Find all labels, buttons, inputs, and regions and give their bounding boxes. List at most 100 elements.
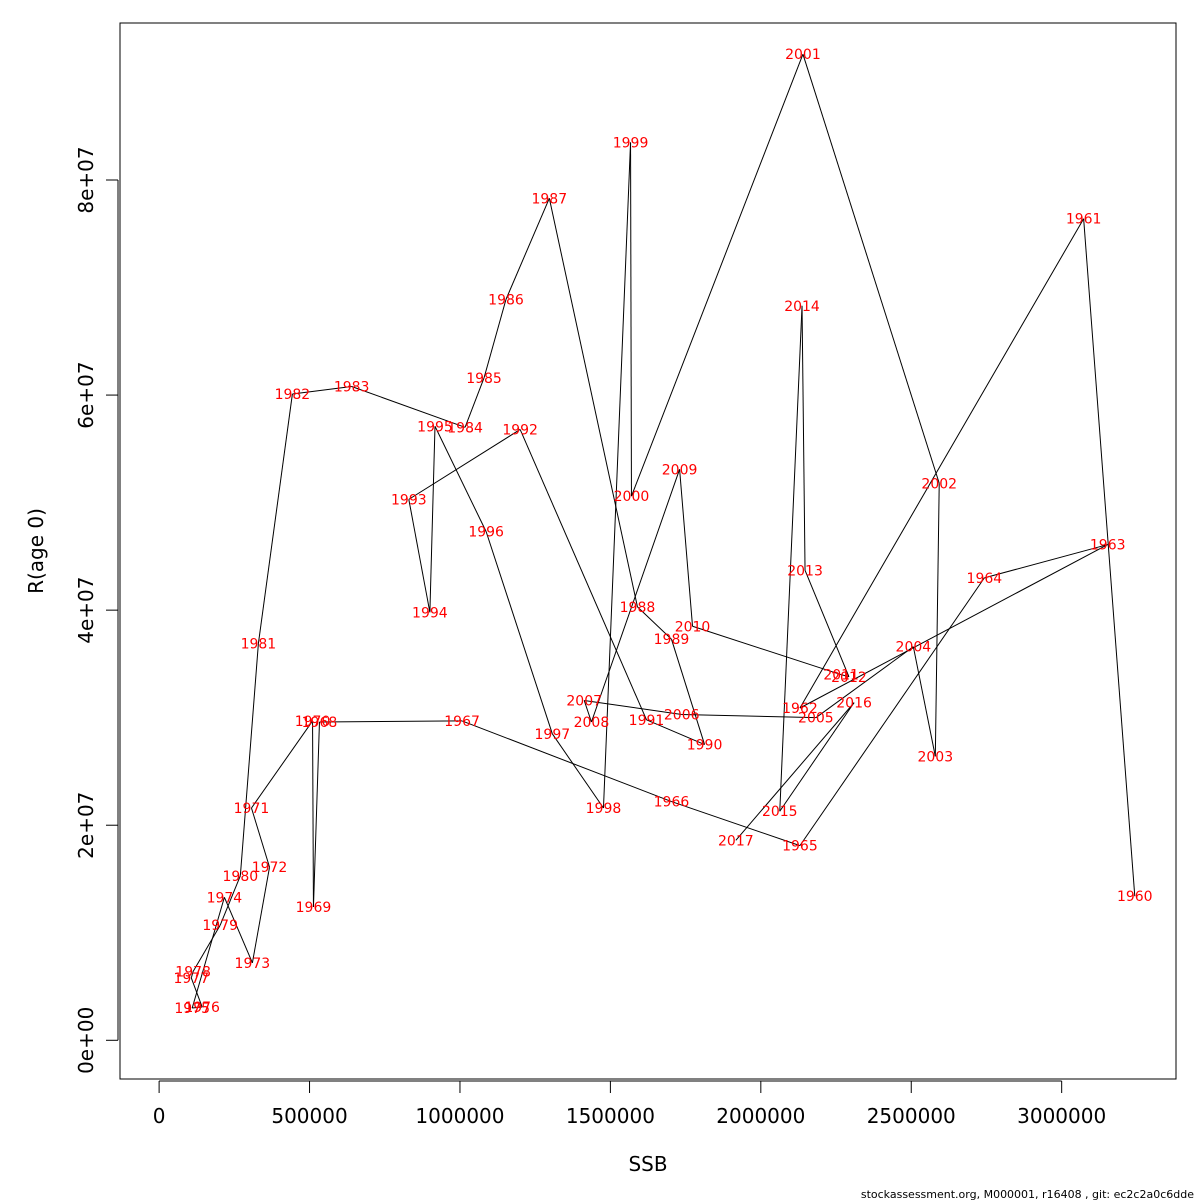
series-segment <box>912 646 936 757</box>
series-segment <box>192 924 221 972</box>
series-segment <box>548 198 638 608</box>
series-segment <box>483 299 507 379</box>
point-label-2004: 2004 <box>896 640 932 656</box>
point-label-1977: 1977 <box>173 971 209 987</box>
point-label-1973: 1973 <box>235 956 271 972</box>
series-segment <box>630 54 804 497</box>
series-segment <box>671 801 801 847</box>
series-segment <box>735 702 855 841</box>
series-segment <box>312 721 320 907</box>
point-label-1964: 1964 <box>967 571 1003 587</box>
series-segment <box>251 867 271 963</box>
series-segment <box>630 142 632 497</box>
series-segment <box>779 305 803 812</box>
point-label-2014: 2014 <box>784 299 820 315</box>
series-segment <box>239 643 259 876</box>
point-label-1989: 1989 <box>654 632 690 648</box>
series-segment <box>681 713 816 719</box>
point-label-2012: 2012 <box>831 670 867 686</box>
point-labels: 1960 1961 1962 1963 1964 1965 1966 1967 1968 1969… <box>173 47 1152 1017</box>
point-label-1980: 1980 <box>223 869 259 885</box>
point-label-2009: 2009 <box>662 462 698 478</box>
x-axis-title: SSB <box>628 1152 667 1176</box>
series-segment <box>584 699 682 715</box>
series-segment <box>637 606 672 640</box>
point-label-1975: 1975 <box>174 1001 210 1017</box>
series-segment <box>434 426 487 532</box>
point-label-1982: 1982 <box>275 387 311 403</box>
point-label-1966: 1966 <box>654 795 690 811</box>
series-segment <box>461 720 672 803</box>
point-label-1991: 1991 <box>629 713 665 729</box>
point-label-1978: 1978 <box>175 964 211 980</box>
series-segment <box>934 483 940 757</box>
series-segment <box>583 700 592 723</box>
point-label-1965: 1965 <box>782 839 818 855</box>
series-segment <box>779 702 855 812</box>
y-axis-title: R(age 0) <box>24 508 48 594</box>
point-label-1968: 1968 <box>302 715 338 731</box>
point-label-1972: 1972 <box>252 860 288 876</box>
point-label-2007: 2007 <box>566 693 602 709</box>
point-label-2008: 2008 <box>574 715 610 731</box>
y-tick-label: 8e+07 <box>74 146 98 213</box>
series-segment <box>670 639 706 745</box>
x-axis: 0 500000 1000000 1500000 2000000 2500000 30000… <box>153 1080 1106 1128</box>
point-label-2017: 2017 <box>718 833 754 849</box>
point-label-2016: 2016 <box>836 696 872 712</box>
series-segment <box>692 625 842 676</box>
point-label-1970: 1970 <box>295 714 331 730</box>
point-label-1985: 1985 <box>466 371 502 387</box>
point-label-1999: 1999 <box>613 135 649 151</box>
point-label-1961: 1961 <box>1066 212 1102 228</box>
series-segment <box>464 377 485 428</box>
series-segment <box>408 499 431 613</box>
series-segment <box>551 733 604 809</box>
point-label-2010: 2010 <box>675 619 711 635</box>
x-tick-label: 1000000 <box>415 1104 504 1128</box>
point-label-1979: 1979 <box>202 918 238 934</box>
x-tick-label: 3000000 <box>1017 1104 1106 1128</box>
series-segment <box>679 469 694 627</box>
point-label-1969: 1969 <box>296 900 332 916</box>
x-tick-label: 2500000 <box>867 1104 956 1128</box>
point-label-1996: 1996 <box>468 525 504 541</box>
x-tick-label: 1500000 <box>566 1104 655 1128</box>
series-segment <box>408 429 521 500</box>
series-segment <box>799 544 1108 709</box>
x-tick-label: 0 <box>153 1104 166 1128</box>
point-label-1962: 1962 <box>782 701 818 717</box>
series-segment <box>191 897 225 1009</box>
point-label-1974: 1974 <box>207 890 243 906</box>
series-segment <box>292 385 352 395</box>
footer-note: stockassessment.org, M000001, r16408 , g… <box>861 1188 1194 1200</box>
series-segment <box>429 426 436 613</box>
x-tick-label: 2000000 <box>716 1104 805 1128</box>
series-segment <box>590 469 681 723</box>
point-label-1997: 1997 <box>535 727 571 743</box>
series-segment <box>799 218 1085 709</box>
point-label-1976: 1976 <box>184 1000 220 1016</box>
point-label-1983: 1983 <box>334 379 370 395</box>
series-segment <box>602 142 632 809</box>
point-label-1960: 1960 <box>1117 889 1153 905</box>
series-segment <box>312 720 314 907</box>
series-segment <box>519 429 647 721</box>
point-label-1981: 1981 <box>241 636 277 652</box>
series-segment <box>646 719 705 746</box>
point-label-2015: 2015 <box>762 804 798 820</box>
point-label-1990: 1990 <box>687 738 723 754</box>
series-segment <box>223 897 253 964</box>
series-segment <box>190 977 203 1008</box>
point-label-1993: 1993 <box>391 492 427 508</box>
series-segment <box>485 531 553 734</box>
plot-frame <box>119 22 1177 1080</box>
series-segment <box>802 54 940 484</box>
point-label-2006: 2006 <box>664 707 700 723</box>
series-segment <box>250 807 271 868</box>
series-segment <box>505 198 550 300</box>
series-segment <box>801 305 806 571</box>
series-segment <box>319 720 463 723</box>
series-segment <box>257 393 293 644</box>
series-segment <box>799 577 985 846</box>
